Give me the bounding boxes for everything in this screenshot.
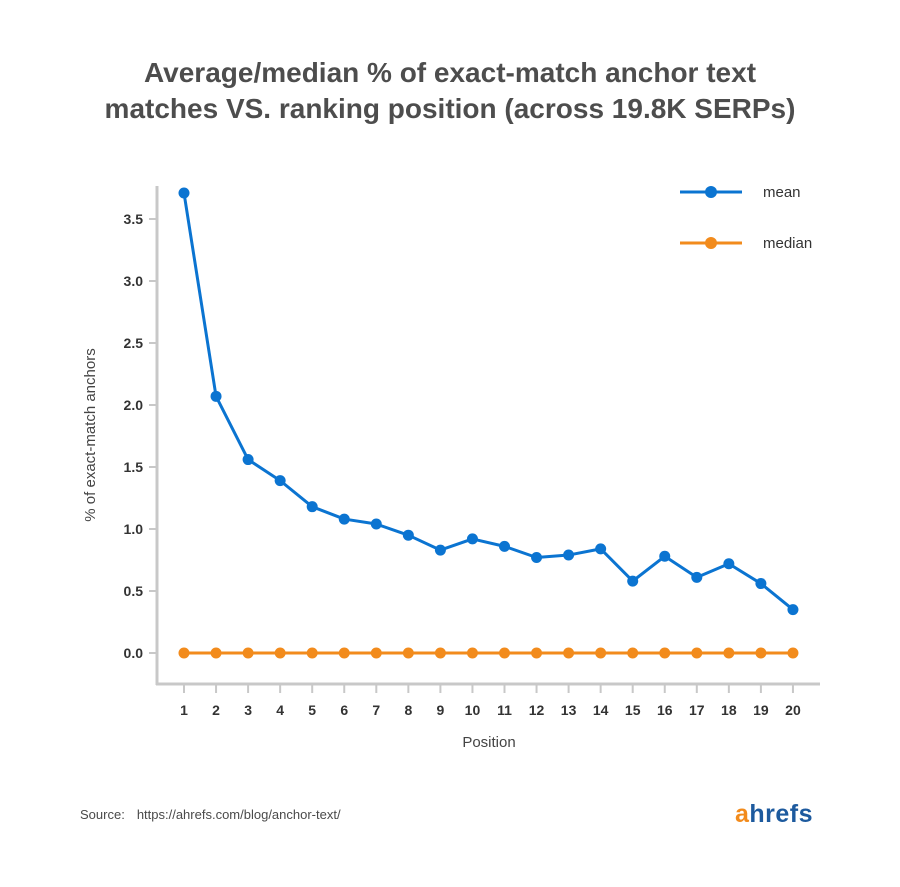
legend-marker-mean — [705, 186, 717, 198]
data-point-median — [210, 647, 222, 659]
x-tick-label: 2 — [212, 702, 220, 718]
data-point-mean — [499, 540, 510, 552]
x-tick-label: 12 — [529, 702, 545, 718]
series-line-mean — [182, 192, 794, 611]
data-point-mean — [531, 552, 543, 564]
x-tick-label: 10 — [465, 702, 481, 718]
x-tick-label: 15 — [625, 702, 641, 718]
data-point-mean — [370, 518, 382, 530]
y-tick-label: 3.0 — [124, 273, 144, 289]
y-tick-label: 2.5 — [124, 335, 144, 351]
x-tick-label: 9 — [437, 702, 445, 718]
data-point-mean — [755, 578, 767, 590]
x-tick-label: 13 — [561, 702, 577, 718]
legend-label-mean: mean — [763, 184, 801, 201]
y-tick-label: 0.5 — [124, 583, 144, 599]
logo-letter-a: a — [735, 800, 750, 828]
ahrefs-logo: ahrefs — [735, 800, 813, 829]
x-tick-label: 19 — [753, 702, 769, 718]
data-point-mean — [466, 533, 478, 545]
legend-marker-median — [705, 237, 717, 249]
data-point-median — [531, 647, 543, 659]
data-point-median — [595, 647, 607, 659]
data-point-median — [466, 647, 478, 659]
x-tick-label: 17 — [689, 702, 705, 718]
x-axis-label: Position — [462, 734, 515, 751]
data-point-median — [370, 647, 382, 659]
data-point-median — [755, 647, 767, 659]
y-axis-label: % of exact-match anchors — [82, 348, 99, 521]
data-point-mean — [178, 187, 190, 199]
data-point-median — [242, 647, 254, 659]
x-tick-label: 14 — [593, 702, 609, 718]
data-point-median — [338, 647, 350, 659]
x-tick-label: 8 — [404, 702, 412, 718]
data-point-mean — [691, 571, 703, 583]
source-url[interactable]: https://ahrefs.com/blog/anchor-text/ — [136, 807, 341, 822]
data-point-median — [402, 647, 414, 659]
data-point-mean — [659, 550, 671, 562]
chart-title-line-2: matches VS. ranking position (across 19.… — [104, 93, 796, 124]
data-point-mean — [563, 549, 575, 561]
x-tick-label: 1 — [180, 702, 188, 718]
data-point-median — [787, 647, 799, 659]
source-note: Source: https://ahrefs.com/blog/anchor-te… — [80, 807, 341, 822]
data-point-median — [178, 647, 190, 659]
data-point-median — [274, 647, 286, 659]
y-tick-label: 0.0 — [124, 645, 144, 661]
data-point-mean — [402, 529, 414, 541]
data-point-median — [499, 647, 510, 659]
data-point-mean — [274, 475, 286, 487]
data-point-median — [659, 647, 671, 659]
data-point-mean — [723, 558, 735, 570]
x-tick-label: 7 — [372, 702, 380, 718]
data-point-median — [627, 647, 639, 659]
data-point-mean — [434, 544, 446, 556]
data-point-mean — [787, 604, 799, 616]
x-tick-label: 11 — [497, 702, 512, 718]
data-point-mean — [595, 543, 607, 555]
logo-rest: hrefs — [749, 800, 814, 828]
x-tick-label: 16 — [657, 702, 673, 718]
x-tick-label: 3 — [244, 702, 252, 718]
source-label: Source: — [80, 807, 125, 822]
legend-label-median: median — [763, 235, 812, 252]
x-tick-label: 6 — [340, 702, 348, 718]
x-tick-label: 4 — [276, 702, 284, 718]
data-point-median — [691, 647, 703, 659]
y-tick-label: 3.5 — [124, 211, 144, 227]
data-point-mean — [306, 501, 318, 513]
data-point-median — [723, 647, 735, 659]
y-tick-label: 1.0 — [124, 521, 144, 537]
data-point-median — [563, 647, 575, 659]
data-point-mean — [627, 575, 639, 587]
y-tick-label: 1.5 — [124, 459, 144, 475]
x-tick-label: 18 — [721, 702, 737, 718]
data-point-mean — [338, 513, 350, 525]
chart-title-line-1: Average/median % of exact-match anchor t… — [143, 57, 757, 88]
data-point-median — [434, 647, 446, 659]
data-point-mean — [242, 454, 254, 466]
x-tick-label: 5 — [308, 702, 316, 718]
data-point-mean — [210, 390, 222, 402]
y-tick-label: 2.0 — [124, 397, 144, 413]
x-tick-label: 20 — [785, 702, 801, 718]
data-point-median — [306, 647, 318, 659]
chart-title: Average/median % of exact-match anchor t… — [0, 55, 900, 127]
